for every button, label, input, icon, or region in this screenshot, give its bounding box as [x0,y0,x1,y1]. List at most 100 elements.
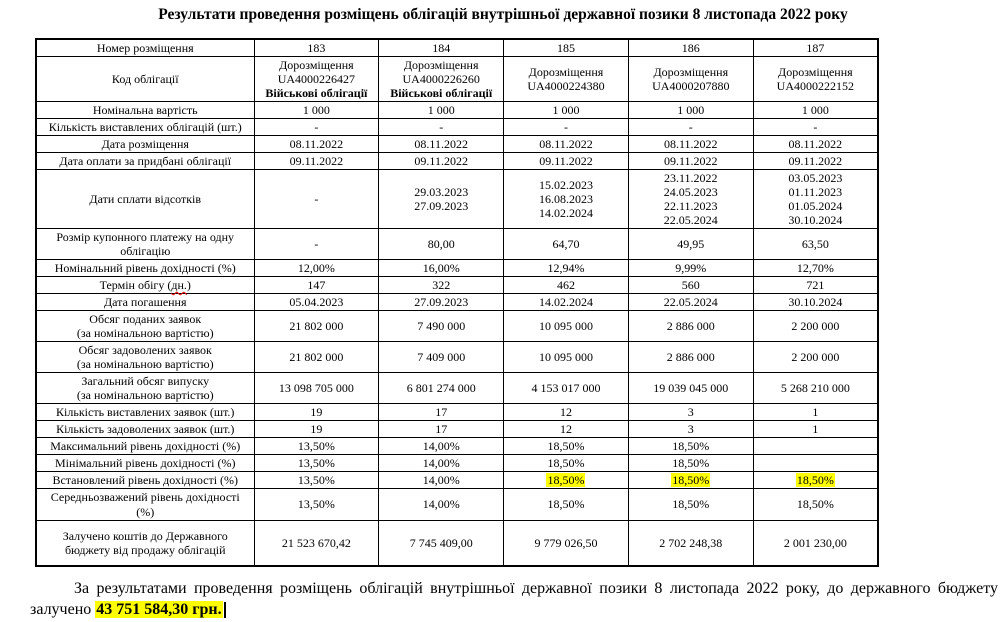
value-cell: - [253,168,380,229]
table-row: Встановлений рівень дохідності (%) 13,50%… [35,471,879,490]
value-cell: 15.02.2023 16.08.2023 14.02.2024 [503,168,629,229]
table-row: Розмір купонного платежу на одну облігаці… [35,227,879,261]
value-cell: 21 802 000 [253,310,380,343]
value-cell: 30.10.2024 [752,293,879,312]
value-cell: Дорозміщення UA4000224380 [503,55,629,102]
table-row: Номінальна вартість 1 000 1 000 1 000 1 000 1… [35,100,879,119]
value-cell: 22.05.2024 [627,293,754,312]
value-cell: 19 039 045 000 [627,372,754,405]
value-cell: 09.11.2022 [752,151,879,170]
table-row: Обсяг поданих заявок (за номінальною варт… [35,310,879,343]
value-cell: 14,00% [378,471,505,490]
value-cell: 1 000 [503,100,629,119]
table-row: Обсяг задоволених заявок (за номінальною … [35,341,879,374]
value-cell: 186 [627,38,754,57]
value-cell: 185 [503,38,629,57]
value-cell: 49,95 [627,227,754,261]
value-cell: 18,50% [627,471,754,490]
value-cell: 14,00% [378,437,505,456]
value-cell: 16,00% [378,259,505,278]
value-cell: Дорозміщення UA4000226260 Військові обліга… [378,55,505,102]
value-cell: 63,50 [752,227,879,261]
value-cell: 7 409 000 [378,341,505,374]
row-label: Залучено коштів до Державного бюджету від… [35,519,255,567]
value-cell: 17 [378,403,505,422]
table-row: Мінімальний рівень дохідності (%) 13,50% 1… [35,454,879,473]
value-cell: Дорозміщення UA4000222152 [752,55,879,102]
row-label: Встановлений рівень дохідності (%) [35,471,255,490]
value-cell: 2 200 000 [752,341,879,374]
table-row: Термін обігу (дн.) 147 322 462 560 721 [35,276,879,295]
value-cell: 18,50% [503,488,629,521]
document-title: Результати проведення розміщень облігаці… [158,6,848,23]
value-cell: 2 001 230,00 [752,519,879,567]
value-cell: - [627,117,754,136]
table-row: Максимальний рівень дохідності (%) 13,50%… [35,437,879,456]
value-cell [752,454,879,473]
spellcheck-word: дн. [171,278,187,293]
value-cell: 12,70% [752,259,879,278]
table-row: Залучено коштів до Державного бюджету від… [35,519,879,567]
value-cell: 1 000 [627,100,754,119]
value-cell: 2 702 248,38 [627,519,754,567]
value-cell: 18,50% [503,437,629,456]
value-cell: Дорозміщення UA4000226427 Військові обліга… [253,55,380,102]
value-cell: 3 [627,403,754,422]
value-cell: 184 [378,38,505,57]
value-cell: 13,50% [253,471,380,490]
value-cell: 21 523 670,42 [253,519,380,567]
summary-paragraph[interactable]: За результатами проведення розміщень обл… [30,578,998,621]
value-cell: 09.11.2022 [253,151,380,170]
text-cursor [223,602,226,619]
value-cell: 14.02.2024 [503,293,629,312]
highlighted-rate: 18,50% [795,473,835,488]
row-label: Кількість виставлених заявок (шт.) [35,403,255,422]
table-row: Загальний обсяг випуску (за номінальною в… [35,372,879,405]
value-cell: 462 [503,276,629,295]
value-cell: 9 779 026,50 [503,519,629,567]
value-cell: 23.11.2022 24.05.2023 22.11.2023 22.05.2024 [627,168,754,229]
value-cell: 5 268 210 000 [752,372,879,405]
value-cell: - [503,117,629,136]
table-row: Код облігації Дорозміщення UA4000226427 Вій… [35,55,879,102]
value-cell: 12,00% [253,259,380,278]
highlighted-rate: 18,50% [546,473,586,488]
value-cell: 13,50% [253,454,380,473]
value-cell: 1 000 [378,100,505,119]
value-cell: Дорозміщення UA4000207880 [627,55,754,102]
value-cell: 6 801 274 000 [378,372,505,405]
value-cell: 05.04.2023 [253,293,380,312]
value-cell: 17 [378,420,505,439]
value-cell: 08.11.2022 [378,134,505,153]
value-cell: - [253,227,380,261]
value-cell: 18,50% [752,488,879,521]
value-cell: 1 000 [253,100,380,119]
value-cell: 10 095 000 [503,310,629,343]
value-cell: 18,50% [627,454,754,473]
value-cell: 27.09.2023 [378,293,505,312]
value-cell: 3 [627,420,754,439]
value-cell: 13 098 705 000 [253,372,380,405]
value-cell: 9,99% [627,259,754,278]
value-cell: 14,00% [378,488,505,521]
value-cell: 560 [627,276,754,295]
value-cell [752,437,879,456]
value-cell: 21 802 000 [253,341,380,374]
summary-total-highlight: 43 751 584,30 грн. [95,601,223,619]
value-cell: 187 [752,38,879,57]
value-cell: 29.03.2023 27.09.2023 [378,168,505,229]
table-row: Кількість виставлених заявок (шт.) 19 17 12… [35,403,879,422]
value-cell: 147 [253,276,380,295]
value-cell: 08.11.2022 [253,134,380,153]
row-label: Дата розміщення [35,134,255,153]
value-cell: 12 [503,420,629,439]
value-cell: 09.11.2022 [378,151,505,170]
value-cell: 2 886 000 [627,310,754,343]
value-cell: 13,50% [253,437,380,456]
value-cell: - [752,117,879,136]
value-cell: 183 [253,38,380,57]
table-row: Дати сплати відсотків -29.03.2023 27.09.20… [35,168,879,229]
row-label: Номінальна вартість [35,100,255,119]
value-cell: 1 [752,403,879,422]
value-cell: 18,50% [752,471,879,490]
